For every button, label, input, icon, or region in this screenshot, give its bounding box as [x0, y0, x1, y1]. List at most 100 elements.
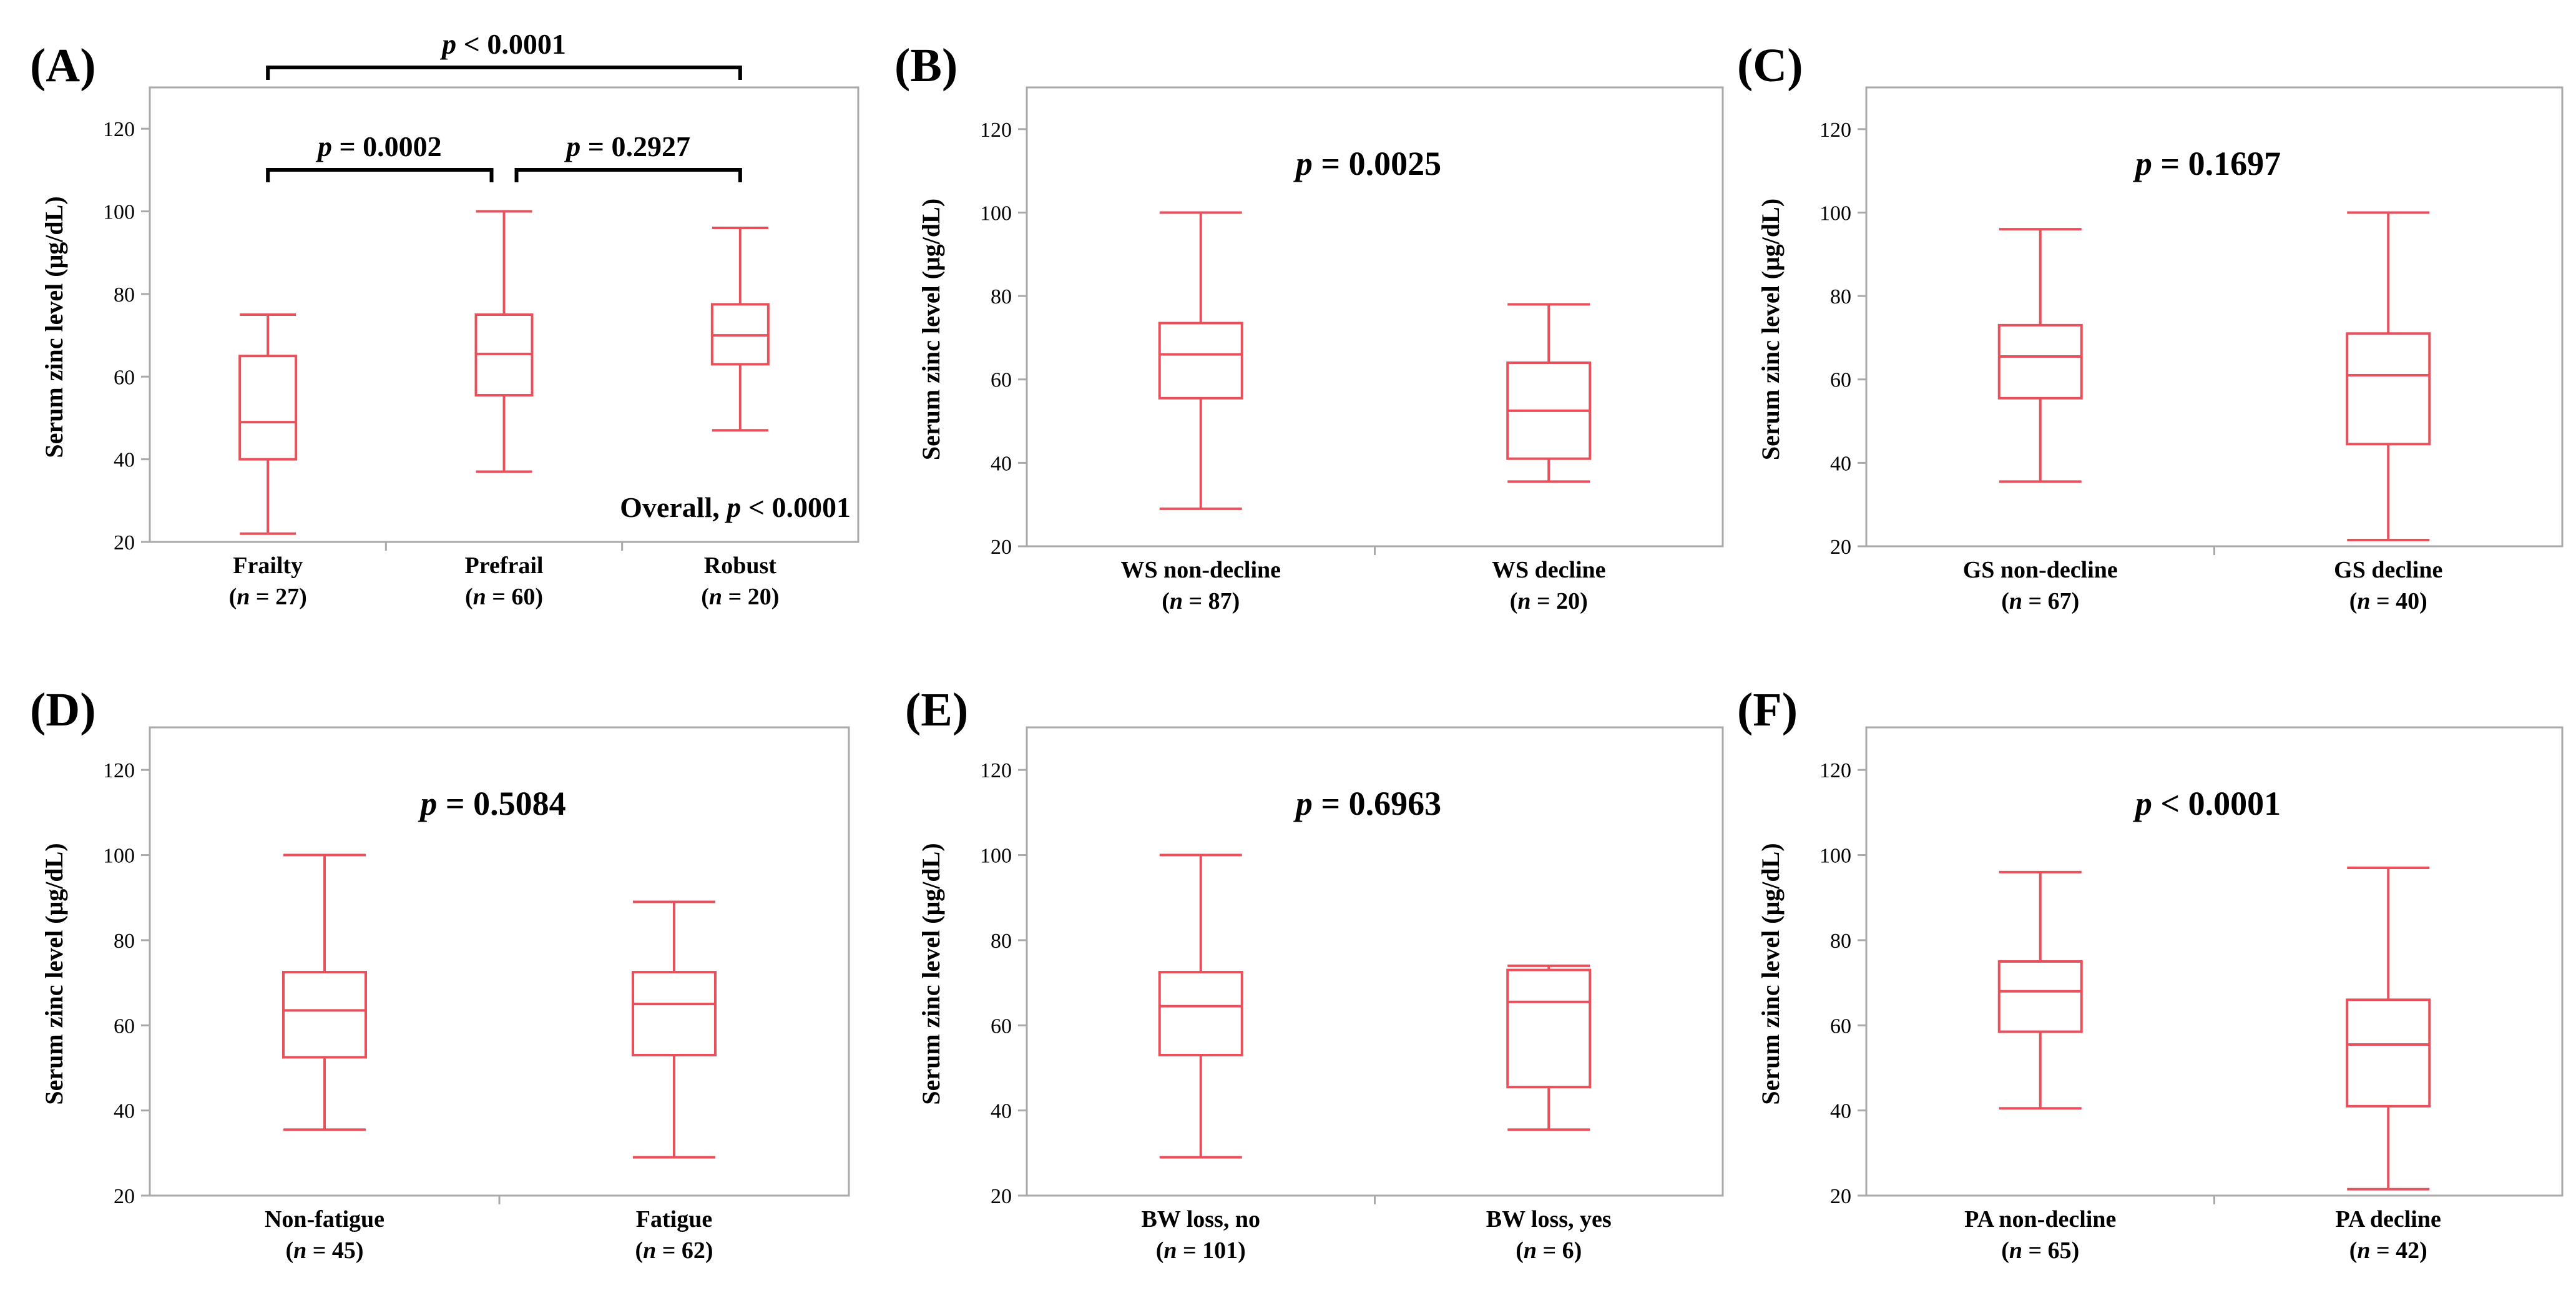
x-category-label: Fatigue: [636, 1206, 712, 1232]
y-axis-label: Serum zinc level (μg/dL): [1756, 199, 1785, 460]
n-close: ): [535, 584, 543, 610]
n-equals: =: [486, 584, 512, 610]
n-symbol: n: [2009, 588, 2022, 614]
n-open: (: [1162, 588, 1170, 614]
n-equals: =: [1183, 588, 1208, 614]
x-category-label: GS non-decline: [1963, 557, 2118, 583]
panel-f: (F) 20 40 60 80 100 120 Serum zinc level (μg/dL…: [1737, 684, 2564, 1264]
n-value: 60: [511, 584, 535, 610]
y-axis-label: Serum zinc level (μg/dL): [40, 196, 68, 458]
y-tick-label: 100: [980, 845, 1012, 868]
panel-a: (A) 20 40 60 80 100 120 Serum zinc level (μg/dL…: [30, 28, 859, 610]
y-tick-label: 60: [1830, 369, 1851, 392]
p-symbol: p: [1293, 785, 1313, 822]
box-ws-decline: [1506, 303, 1592, 483]
n-open: (: [2001, 588, 2009, 614]
n-symbol: n: [709, 584, 722, 610]
box-fatigue: [632, 900, 717, 1159]
n-value: 42: [2396, 1237, 2419, 1264]
y-tick-label: 80: [991, 285, 1012, 308]
n-equals: =: [250, 584, 275, 610]
y-tick-label: 60: [114, 366, 135, 389]
n-open: (: [1510, 588, 1518, 614]
n-value: 65: [2048, 1237, 2072, 1264]
y-tick-label: 20: [114, 531, 135, 554]
p-value: < 0.0001: [741, 491, 851, 523]
y-tick-label: 40: [991, 452, 1012, 475]
iqr-box: [1506, 968, 1592, 1089]
bracket-p-label: p = 0.0002: [315, 130, 442, 162]
y-axis-label: Serum zinc level (μg/dL): [40, 843, 68, 1104]
x-category-n: (n = 42): [2349, 1237, 2427, 1264]
box-ws-non-decline: [1158, 211, 1243, 510]
n-close: ): [705, 1237, 713, 1264]
n-value: 20: [1556, 588, 1580, 614]
iqr-box: [1997, 960, 2083, 1033]
n-symbol: n: [293, 1237, 306, 1264]
n-open: (: [2001, 1237, 2009, 1264]
p-symbol: p: [418, 785, 437, 822]
n-open: (: [285, 1237, 293, 1264]
panel-label: (D): [30, 684, 96, 736]
p-value-label: p = 0.0025: [1293, 145, 1441, 182]
n-equals: =: [2022, 1237, 2048, 1264]
x-category-label: GS decline: [2334, 557, 2442, 583]
y-tick-label: 60: [991, 1015, 1012, 1038]
box-bw-loss-no: [1158, 853, 1243, 1159]
box-frailty: [238, 313, 298, 535]
box-pa-decline: [2346, 867, 2431, 1191]
box-prefrail: [474, 210, 534, 473]
panel-label: (A): [30, 39, 96, 92]
p-symbol: p: [564, 130, 580, 162]
y-tick-label: 120: [103, 118, 135, 141]
p-symbol: p: [1293, 145, 1313, 182]
n-close: ): [1574, 1237, 1582, 1264]
panel-label: (E): [905, 684, 968, 736]
y-tick-label: 40: [114, 1100, 135, 1123]
n-symbol: n: [2357, 588, 2370, 614]
p-symbol: p: [439, 28, 456, 60]
x-category-n: (n = 20): [1510, 588, 1588, 614]
iqr-box: [282, 971, 367, 1059]
iqr-box: [2346, 332, 2431, 446]
y-tick-label: 20: [1830, 536, 1851, 559]
n-close: ): [1580, 588, 1588, 614]
overall-p-label: Overall, p < 0.0001: [620, 491, 851, 523]
x-category-n: (n = 62): [635, 1237, 713, 1264]
n-symbol: n: [1524, 1237, 1537, 1264]
p-value: < 0.0001: [2152, 785, 2281, 822]
n-close: ): [356, 1237, 364, 1264]
panel-b: (B) 20 40 60 80 100 120 Serum zinc level (μg/dL…: [894, 39, 1724, 614]
y-tick-label: 40: [991, 1100, 1012, 1123]
n-value: 27: [275, 584, 299, 610]
iqr-box: [1158, 971, 1243, 1056]
y-tick-label: 120: [980, 119, 1012, 142]
x-category-label: Non-fatigue: [265, 1206, 384, 1232]
y-tick-label: 120: [103, 759, 135, 782]
x-category-label: WS decline: [1492, 557, 1606, 583]
p-symbol: p: [724, 491, 741, 523]
x-category-label: Frailty: [233, 553, 303, 579]
n-symbol: n: [2009, 1237, 2022, 1264]
n-equals: =: [1530, 588, 1556, 614]
y-tick-label: 120: [1819, 759, 1851, 782]
n-symbol: n: [643, 1237, 656, 1264]
iqr-box: [632, 971, 717, 1056]
n-open: (: [1156, 1237, 1164, 1264]
n-value: 87: [1208, 588, 1232, 614]
p-value-label: p = 0.5084: [418, 785, 566, 822]
panel-c: (C) 20 40 60 80 100 120 Serum zinc level (μg/dL…: [1737, 39, 2564, 614]
n-value: 6: [1562, 1237, 1574, 1264]
n-open: (: [1516, 1237, 1524, 1264]
x-category-n: (n = 87): [1162, 588, 1240, 614]
n-close: ): [2419, 1237, 2427, 1264]
overall-label: Overall,: [620, 491, 727, 523]
n-symbol: n: [1163, 1237, 1177, 1264]
iqr-box: [238, 355, 298, 461]
n-close: ): [2072, 1237, 2080, 1264]
n-close: ): [2072, 588, 2080, 614]
n-value: 45: [332, 1237, 356, 1264]
x-category-label: PA non-decline: [1964, 1206, 2116, 1232]
n-value: 67: [2048, 588, 2072, 614]
